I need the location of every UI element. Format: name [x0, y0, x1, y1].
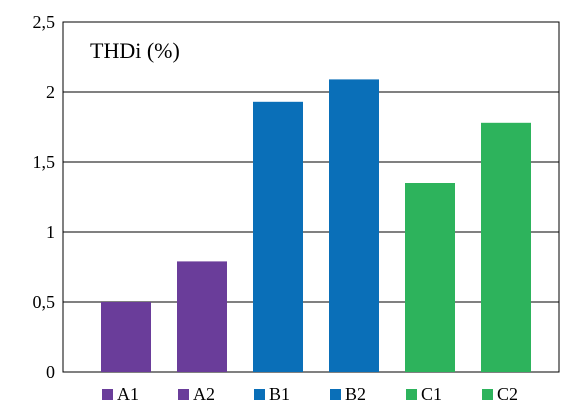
bars	[101, 79, 531, 373]
y-tick-label: 0	[46, 362, 55, 382]
bar-a2	[177, 261, 227, 372]
legend-label-a2: A2	[193, 384, 215, 404]
chart-title: THDi (%)	[90, 38, 180, 63]
legend-label-b1: B1	[269, 384, 290, 404]
legend-label-b2: B2	[345, 384, 366, 404]
y-tick-label: 2	[46, 82, 55, 102]
legend-swatch-c2	[482, 389, 493, 400]
legend-swatch-a1	[102, 389, 113, 400]
bar-b2	[329, 79, 379, 373]
y-tick-label: 1,5	[33, 152, 56, 172]
bar-a1	[101, 302, 151, 372]
bar-b1	[253, 101, 303, 373]
grid-lines	[63, 91, 559, 303]
plot-frame	[62, 21, 560, 373]
legend-label-c2: C2	[497, 384, 518, 404]
legend-swatch-a2	[178, 389, 189, 400]
y-tick-label: 0,5	[33, 292, 56, 312]
legend-swatch-b1	[254, 389, 265, 400]
bar-c2	[481, 122, 531, 372]
y-tick-label: 2,5	[33, 12, 56, 32]
legend-label-c1: C1	[421, 384, 442, 404]
bar-c1	[405, 183, 455, 372]
y-tick-label: 1	[46, 222, 55, 242]
legend-label-a1: A1	[117, 384, 139, 404]
y-axis-ticks: 0 0,5 1 1,5 2 2,5	[33, 12, 56, 382]
legend-swatch-b2	[330, 389, 341, 400]
legend-swatch-c1	[406, 389, 417, 400]
legend: A1 A2 B1 B2 C1 C2	[102, 384, 518, 404]
